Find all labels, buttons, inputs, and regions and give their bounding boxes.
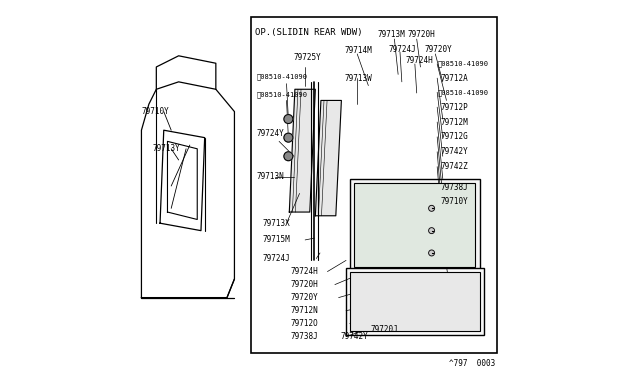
Text: ^797  0003: ^797 0003 — [449, 359, 495, 368]
Text: Ⓢ08510-41090: Ⓢ08510-41090 — [257, 73, 308, 80]
Text: 79742Z: 79742Z — [441, 162, 468, 171]
Text: 79724J: 79724J — [262, 254, 290, 263]
Polygon shape — [316, 100, 341, 216]
Text: Ⓢ08510-41090: Ⓢ08510-41090 — [437, 61, 488, 67]
Text: 79738J: 79738J — [441, 183, 468, 192]
Text: 79742Y: 79742Y — [340, 332, 368, 341]
Circle shape — [429, 228, 435, 234]
Text: 79720H: 79720H — [291, 280, 318, 289]
Text: 79713Y: 79713Y — [152, 144, 180, 153]
Bar — [346, 268, 484, 335]
Text: Ⓢ08510-41090: Ⓢ08510-41090 — [437, 89, 488, 96]
Text: 79712M: 79712M — [441, 118, 468, 126]
Text: OP.(SLIDIN REAR WDW): OP.(SLIDIN REAR WDW) — [255, 28, 362, 37]
Text: 79713W: 79713W — [344, 74, 372, 83]
Text: 79724H: 79724H — [291, 267, 318, 276]
Text: 79714M: 79714M — [344, 46, 372, 55]
Text: 79720Y: 79720Y — [291, 293, 318, 302]
Polygon shape — [289, 89, 316, 212]
Text: Ⓢ08510-41090: Ⓢ08510-41090 — [257, 92, 308, 98]
Circle shape — [284, 133, 293, 142]
Circle shape — [284, 152, 293, 161]
Bar — [349, 179, 480, 272]
Bar — [354, 183, 476, 267]
Circle shape — [429, 250, 435, 256]
Text: 79712G: 79712G — [441, 132, 468, 141]
Text: 79720Y: 79720Y — [424, 45, 452, 54]
Text: 79724H: 79724H — [406, 56, 433, 65]
Text: 79713N: 79713N — [257, 172, 285, 181]
Text: 79710Y: 79710Y — [441, 197, 468, 206]
Text: 79712N: 79712N — [291, 306, 318, 315]
Text: 79724Y: 79724Y — [257, 129, 285, 138]
Circle shape — [429, 205, 435, 211]
Text: 79713X: 79713X — [262, 219, 290, 228]
Text: 79724J: 79724J — [389, 45, 417, 54]
Text: 79713M: 79713M — [378, 30, 405, 39]
Bar — [251, 17, 497, 353]
Bar — [349, 272, 480, 331]
Text: 79712A: 79712A — [441, 74, 468, 83]
Text: 79712O: 79712O — [291, 319, 318, 328]
Text: 79720H: 79720H — [408, 30, 435, 39]
Circle shape — [284, 115, 293, 124]
Text: 79710Y: 79710Y — [141, 107, 169, 116]
Text: 79742Y: 79742Y — [441, 147, 468, 156]
Text: 79712P: 79712P — [441, 103, 468, 112]
Text: 79725Y: 79725Y — [294, 53, 322, 62]
Text: 79738J: 79738J — [291, 332, 318, 341]
Text: 79720J: 79720J — [370, 325, 398, 334]
Text: 79715M: 79715M — [262, 235, 290, 244]
